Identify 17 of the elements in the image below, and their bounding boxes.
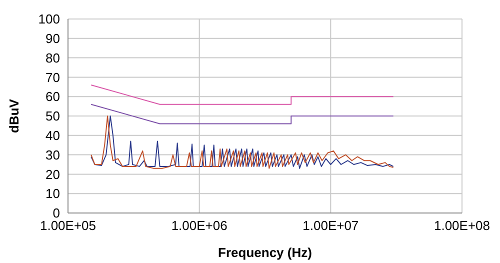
x-tick-label: 1.00E+05 [40, 218, 96, 234]
y-tick-label: 60 [46, 89, 60, 104]
y-tick-label: 100 [38, 12, 60, 27]
y-tick-label: 10 [46, 186, 60, 202]
y-tick-label: 70 [46, 70, 60, 85]
x-tick-label: 1.00E+08 [434, 218, 490, 234]
y-tick-label: 20 [46, 166, 60, 182]
y-tick-label: 0 [52, 206, 60, 221]
y-tick-label: 90 [46, 31, 60, 46]
y-axis-title: dBuV [6, 98, 22, 133]
x-tick-label: 1.00E+07 [302, 218, 359, 234]
y-tick-label: 30 [46, 147, 60, 162]
y-tick-label: 80 [46, 50, 60, 66]
x-tick-label: 1.00E+06 [171, 218, 228, 234]
y-tick-label: 40 [46, 128, 60, 144]
x-axis-title: Frequency (Hz) [218, 245, 312, 260]
y-tick-label: 50 [46, 108, 60, 124]
